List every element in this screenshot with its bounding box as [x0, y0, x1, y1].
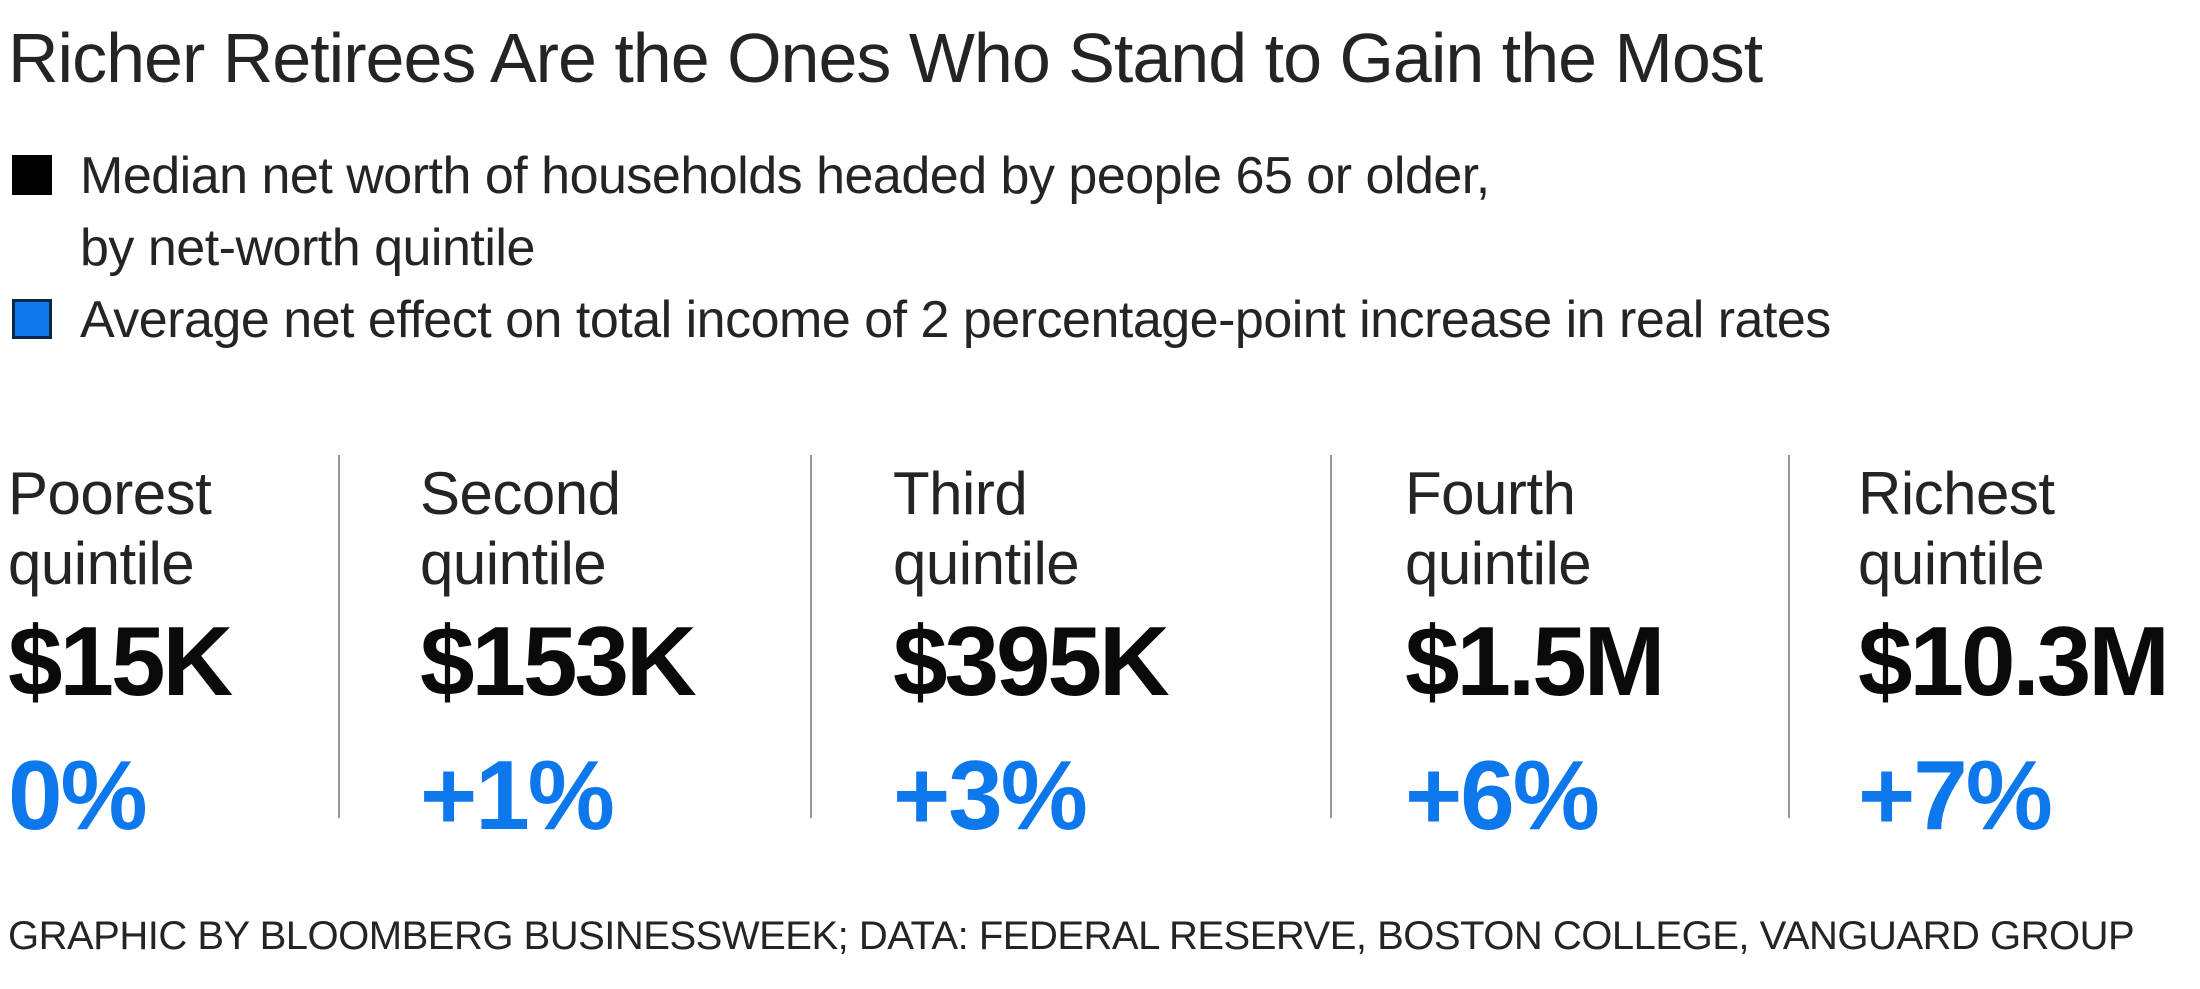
quintile-column-second: Second quintile $153K +1%	[338, 455, 810, 844]
income-effect-value: +6%	[1405, 740, 1600, 850]
page-title: Richer Retirees Are the Ones Who Stand t…	[8, 19, 1763, 97]
quintile-label-line2: quintile	[1858, 530, 2045, 597]
legend-net-worth-line2: by net-worth quintile	[80, 219, 535, 277]
income-effect-value: +7%	[1858, 740, 2053, 850]
quintile-columns: Poorest quintile $15K 0% Second quintile…	[0, 455, 2200, 844]
legend-item-income-effect: Average net effect on total income of 2 …	[12, 284, 1831, 356]
net-worth-value: $153K	[420, 606, 697, 716]
legend-net-worth-line1: Median net worth of households headed by…	[80, 147, 1490, 205]
legend: Median net worth of households headed by…	[12, 140, 1831, 356]
quintile-label-line1: Second	[420, 460, 621, 527]
quintile-label: Richest quintile	[1858, 459, 2200, 599]
quintile-column-poorest: Poorest quintile $15K 0%	[0, 455, 338, 844]
legend-item-net-worth: Median net worth of households headed by…	[12, 140, 1831, 284]
income-effect-value: 0%	[8, 740, 148, 850]
net-worth-value: $395K	[893, 606, 1170, 716]
quintile-column-fourth: Fourth quintile $1.5M +6%	[1330, 455, 1788, 844]
quintile-label: Second quintile	[420, 459, 810, 599]
income-effect-value: +1%	[420, 740, 615, 850]
black-square-icon	[12, 155, 52, 195]
net-worth-value: $15K	[8, 606, 233, 716]
blue-square-icon	[12, 299, 52, 339]
quintile-label-line1: Third	[893, 460, 1028, 527]
quintile-label-line2: quintile	[893, 530, 1080, 597]
legend-income-effect-label: Average net effect on total income of 2 …	[80, 284, 1831, 356]
quintile-label: Third quintile	[893, 459, 1330, 599]
quintile-label: Poorest quintile	[8, 459, 338, 599]
net-worth-value: $10.3M	[1858, 606, 2170, 716]
quintile-label-line1: Poorest	[8, 460, 212, 527]
quintile-label-line2: quintile	[8, 530, 195, 597]
legend-income-effect-line1: Average net effect on total income of 2 …	[80, 291, 1831, 349]
quintile-label-line1: Richest	[1858, 460, 2055, 527]
quintile-label-line2: quintile	[1405, 530, 1592, 597]
source-credit: GRAPHIC BY BLOOMBERG BUSINESSWEEK; DATA:…	[8, 914, 2135, 958]
quintile-label: Fourth quintile	[1405, 459, 1788, 599]
quintile-column-richest: Richest quintile $10.3M +7%	[1788, 455, 2200, 844]
net-worth-value: $1.5M	[1405, 606, 1665, 716]
quintile-column-third: Third quintile $395K +3%	[810, 455, 1330, 844]
legend-net-worth-label: Median net worth of households headed by…	[80, 140, 1490, 284]
quintile-label-line1: Fourth	[1405, 460, 1576, 527]
income-effect-value: +3%	[893, 740, 1088, 850]
quintile-label-line2: quintile	[420, 530, 607, 597]
